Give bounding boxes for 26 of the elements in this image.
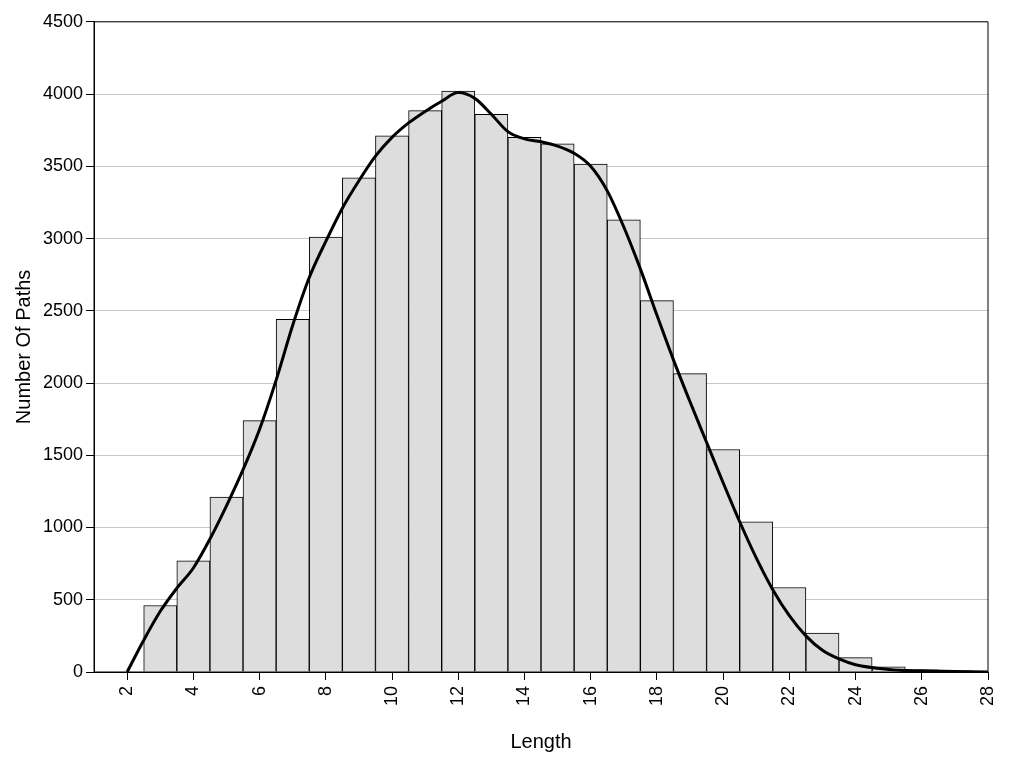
y-tick-label: 0: [73, 660, 84, 681]
x-tick-label: 8: [314, 686, 335, 697]
x-tick-label: 12: [447, 686, 468, 707]
y-tick-label: 2500: [43, 299, 84, 320]
x-tick-label: 28: [976, 686, 997, 707]
x-tick-label: 20: [712, 686, 733, 707]
x-tick-label: 6: [248, 686, 269, 697]
x-tick-label: 2: [116, 686, 137, 697]
x-tick-label: 24: [844, 686, 865, 707]
x-tick-label: 10: [381, 686, 401, 707]
x-tick-label: 14: [513, 686, 534, 707]
y-tick-label: 4000: [43, 83, 84, 104]
y-tick-label: 3000: [43, 227, 84, 248]
y-axis-title: Number Of Paths: [11, 269, 34, 425]
x-tick-label: 16: [579, 686, 600, 707]
x-axis-title: Length: [510, 729, 572, 752]
x-tick-label: 22: [778, 686, 799, 707]
y-tick-label: 4500: [43, 10, 84, 31]
x-tick-label: 18: [645, 686, 666, 707]
y-tick-label: 1000: [43, 516, 84, 537]
x-tick-label: 4: [182, 686, 203, 697]
y-tick-label: 3500: [43, 155, 84, 176]
x-tick-label: 26: [910, 686, 931, 707]
y-tick-label: 500: [53, 588, 84, 609]
y-tick-label: 1500: [43, 444, 84, 465]
y-tick-label: 2000: [43, 371, 84, 392]
